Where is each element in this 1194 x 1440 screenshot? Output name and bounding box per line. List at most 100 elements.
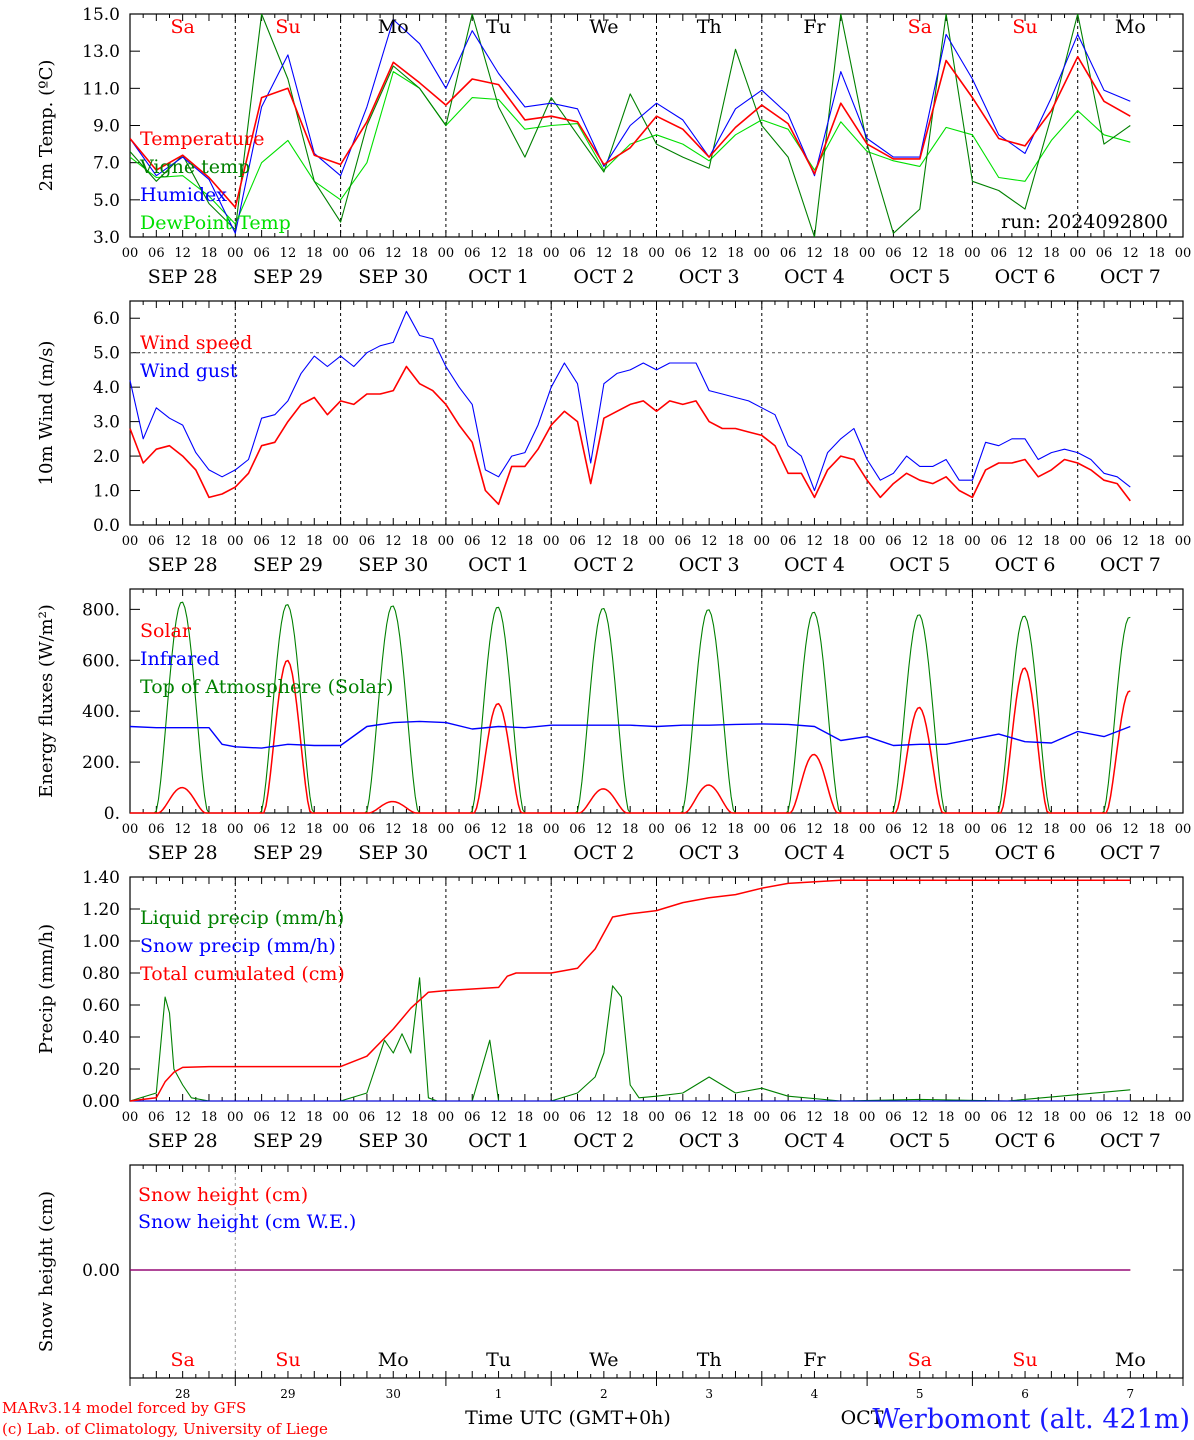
day-abbr-label: Mo [1115,1349,1146,1371]
day-abbr-label: We [589,1349,618,1371]
x-tick-label: 06 [464,822,481,837]
series-line-wind-gust [129,310,1131,492]
x-tick-label: 00 [859,1110,876,1125]
x-tick-label: 12 [1122,1110,1139,1125]
x-tick-label: 00 [859,822,876,837]
y-tick-label: 0.20 [82,1060,120,1080]
legend-entry: Snow height (cm) [138,1184,308,1206]
legend-entry: Snow height (cm W.E.) [138,1211,356,1233]
day-abbr-label: Su [275,1349,300,1371]
day-number-label: 28 [175,1387,190,1401]
day-number-label: 1 [495,1387,503,1401]
x-tick-label: 12 [1122,822,1139,837]
x-tick-label: 00 [1175,822,1192,837]
x-tick-label: 18 [201,1110,218,1125]
x-date-label: OCT 5 [889,1130,950,1152]
legend-entry: Infrared [140,648,220,670]
x-date-label: OCT 2 [573,1130,634,1152]
y-tick-label: 0.00 [82,1261,120,1281]
x-tick-label: 18 [622,534,639,549]
x-tick-label: 00 [1069,246,1086,261]
x-tick-label: 06 [780,822,797,837]
day-number-label: 2 [600,1387,608,1401]
x-date-label: OCT 7 [1100,266,1161,288]
x-tick-label: 00 [332,246,349,261]
x-date-label: OCT 5 [889,842,950,864]
y-tick-label: 400. [82,702,120,722]
series-line-infrared [129,720,1131,749]
x-tick-label: 12 [911,246,928,261]
x-date-label: OCT 1 [468,1130,529,1152]
x-tick-label: 00 [648,246,665,261]
x-tick-label: 00 [543,1110,560,1125]
x-tick-label: 12 [701,822,718,837]
x-tick-label: 00 [122,822,139,837]
x-tick-label: 18 [411,534,428,549]
x-tick-label: 12 [1017,534,1034,549]
x-tick-label: 18 [306,1110,323,1125]
y-axis-label: Precip (mm/h) [36,924,57,1054]
x-tick-label: 00 [122,1110,139,1125]
x-tick-label: 12 [490,246,507,261]
x-tick-label: 18 [1043,822,1060,837]
x-tick-label: 12 [911,534,928,549]
x-date-label: OCT 6 [995,842,1056,864]
y-tick-label: 9.0 [93,117,120,137]
x-date-label: OCT 5 [889,554,950,576]
x-tick-label: 18 [411,822,428,837]
x-tick-label: 00 [227,822,244,837]
x-tick-label: 12 [174,1110,191,1125]
series-line-solar [130,659,1131,814]
x-tick-label: 00 [648,822,665,837]
x-tick-label: 18 [938,246,955,261]
legend-entry: Temperature [140,128,264,150]
x-tick-label: 18 [1148,822,1165,837]
day-abbr-label: Tu [486,1349,511,1371]
x-tick-label: 00 [1069,1110,1086,1125]
legend-entry: Snow precip (mm/h) [140,935,336,957]
x-tick-label: 00 [543,822,560,837]
day-number-label: 7 [1127,1387,1135,1401]
x-date-label: OCT 3 [679,554,740,576]
x-tick-label: 06 [675,534,692,549]
x-tick-label: 18 [201,246,218,261]
x-date-label: SEP 28 [148,842,218,864]
y-tick-label: 7.0 [93,154,120,174]
x-tick-label: 18 [201,822,218,837]
x-tick-label: 06 [1096,1110,1113,1125]
y-tick-label: 1.0 [93,482,120,502]
x-tick-label: 18 [517,246,534,261]
panel-frame [129,588,1184,814]
series-line-top-of-atmosphere [130,601,1131,814]
x-tick-label: 06 [569,246,586,261]
x-axis-label: Time UTC (GMT+0h) [465,1407,671,1429]
x-tick-label: 06 [675,246,692,261]
x-tick-label: 00 [754,1110,771,1125]
x-tick-label: 06 [464,1110,481,1125]
x-tick-label: 06 [990,822,1007,837]
y-tick-label: 0.00 [82,1092,120,1112]
legend-entry: Solar [140,620,192,642]
x-tick-label: 06 [1096,534,1113,549]
panel-frame [129,13,1184,238]
y-tick-label: 600. [82,651,120,671]
x-tick-label: 06 [780,534,797,549]
x-date-label: OCT 1 [468,842,529,864]
x-date-label: SEP 29 [253,554,323,576]
day-abbr-label: Sa [170,1349,194,1371]
x-tick-label: 06 [1096,822,1113,837]
y-axis-label: Snow height (cm) [36,1191,57,1352]
x-date-label: OCT 1 [468,266,529,288]
x-tick-label: 12 [911,1110,928,1125]
x-date-label: OCT 7 [1100,1130,1161,1152]
x-tick-label: 12 [174,534,191,549]
x-tick-label: 06 [1096,246,1113,261]
x-date-label: SEP 28 [148,554,218,576]
x-tick-label: 18 [727,822,744,837]
x-tick-label: 18 [727,1110,744,1125]
x-date-label: OCT 3 [679,842,740,864]
x-tick-label: 12 [596,822,613,837]
day-abbr-label: Th [697,1349,722,1371]
x-date-label: SEP 30 [358,842,428,864]
